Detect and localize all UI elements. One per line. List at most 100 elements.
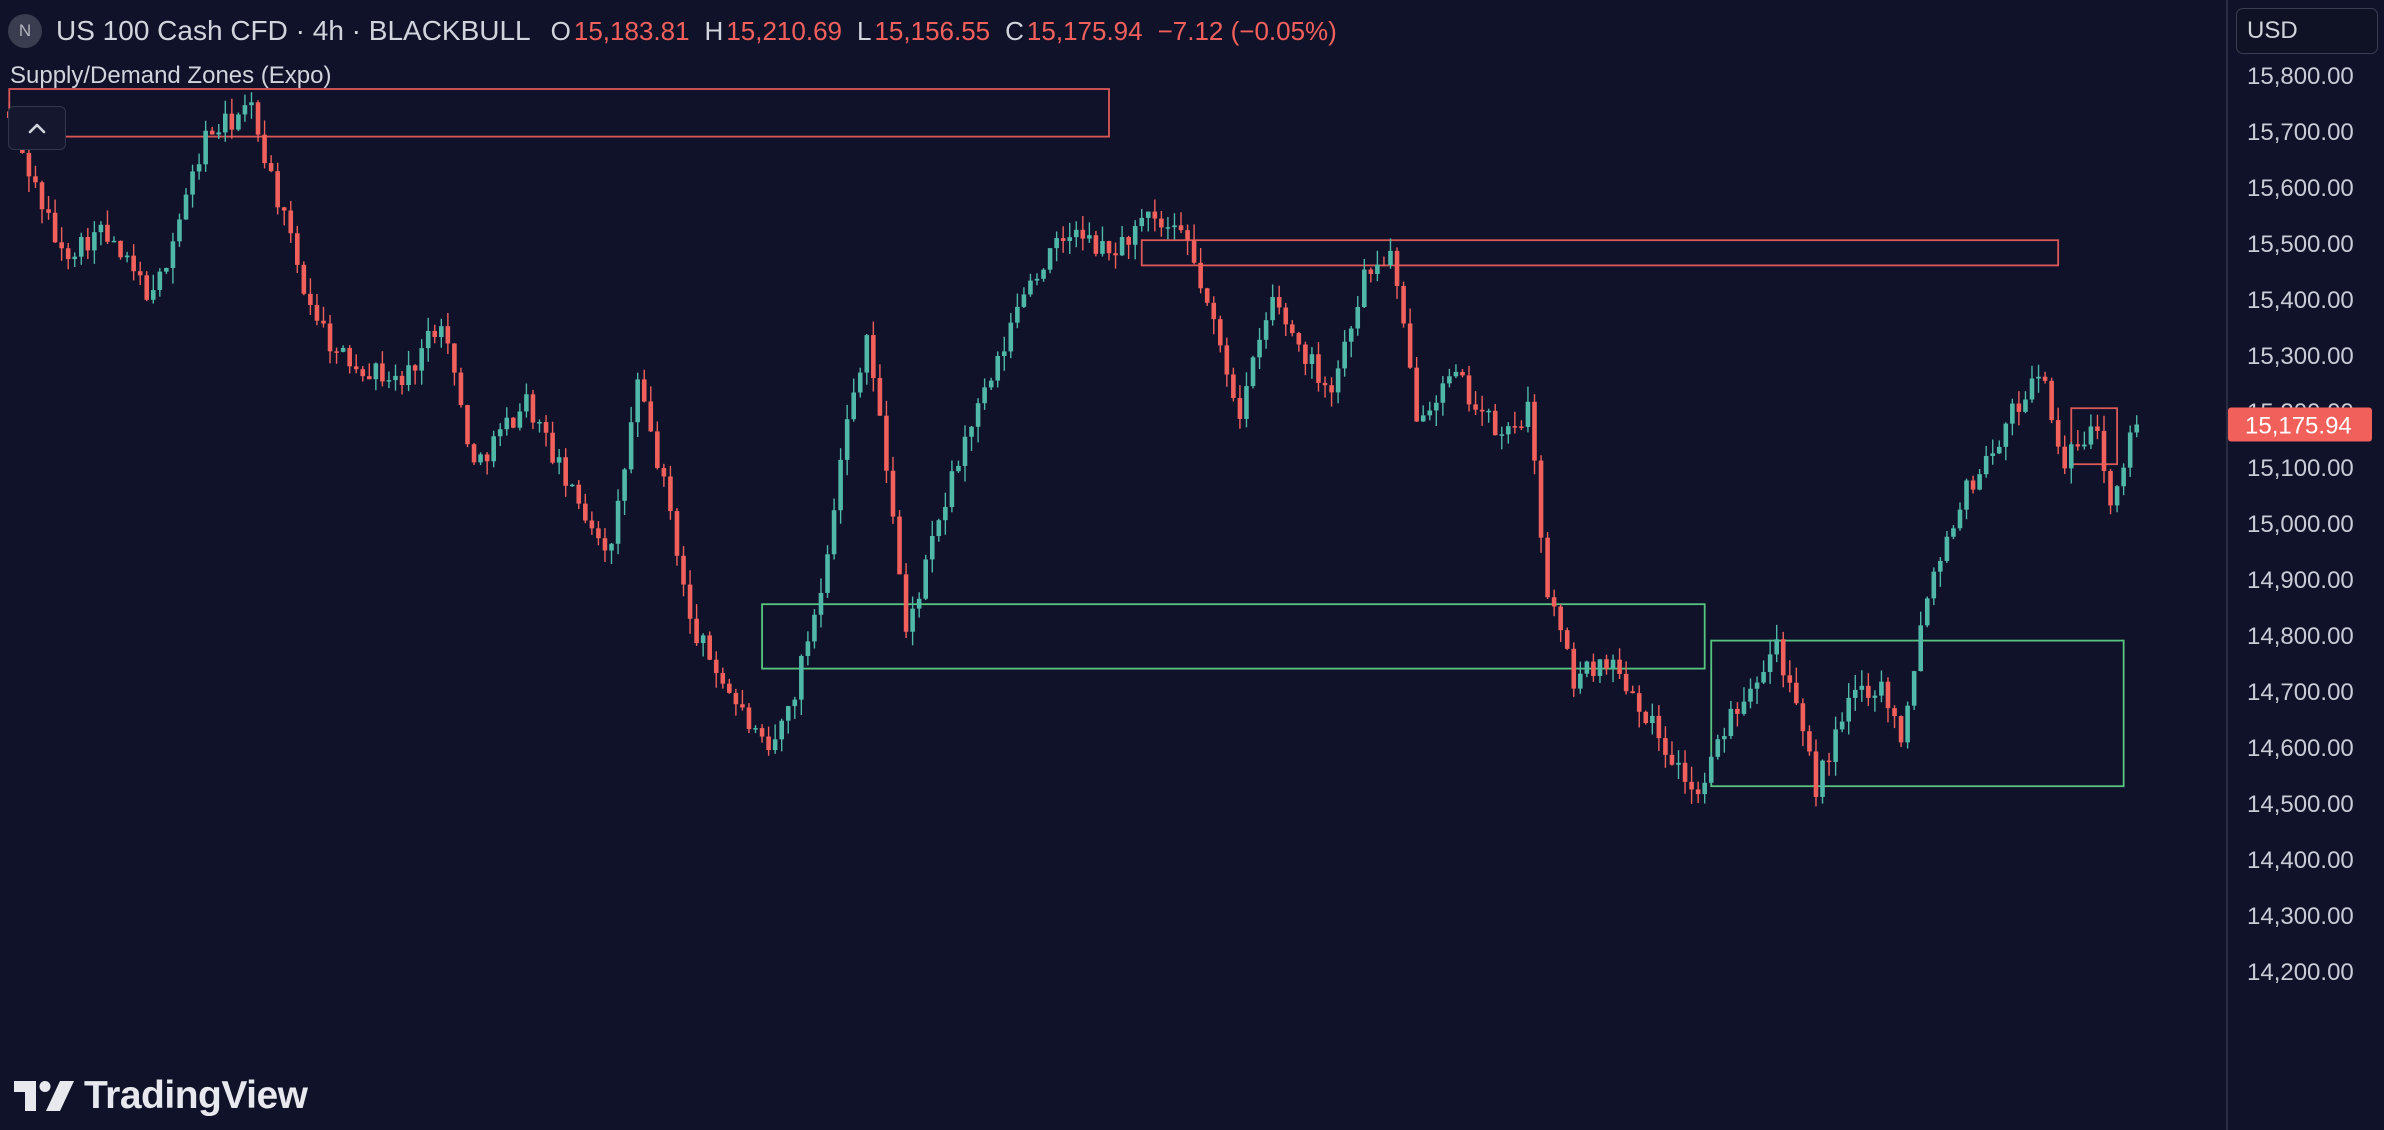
candle bbox=[268, 155, 274, 173]
price-tick-label: 15,100.00 bbox=[2247, 455, 2354, 482]
candle bbox=[1388, 238, 1393, 269]
candle bbox=[308, 278, 313, 315]
candle bbox=[1682, 750, 1688, 794]
candle bbox=[334, 347, 339, 364]
candle bbox=[1578, 661, 1583, 694]
candle bbox=[1434, 395, 1439, 427]
candle bbox=[399, 370, 405, 395]
candle bbox=[831, 498, 837, 560]
candle bbox=[65, 242, 71, 270]
candle bbox=[1911, 670, 1917, 711]
candle bbox=[295, 226, 300, 273]
candle bbox=[1892, 705, 1897, 729]
candle bbox=[596, 521, 601, 546]
candle bbox=[1807, 725, 1812, 756]
candle bbox=[779, 718, 784, 752]
candle bbox=[759, 724, 765, 743]
candle bbox=[1859, 670, 1865, 702]
candle bbox=[1263, 312, 1269, 349]
candle bbox=[419, 339, 424, 385]
currency-selector[interactable]: USD bbox=[2236, 8, 2378, 54]
symbol-header: N US 100 Cash CFD · 4h · BLACKBULL O 15,… bbox=[8, 10, 1337, 52]
candle bbox=[170, 232, 176, 284]
candle bbox=[1708, 752, 1714, 785]
candle bbox=[903, 563, 909, 639]
candle bbox=[635, 372, 640, 438]
candle bbox=[33, 165, 38, 188]
candle bbox=[753, 725, 758, 734]
candle bbox=[491, 430, 496, 468]
price-axis[interactable]: 15,800.00 15,700.00 15,600.00 15,500.00 15,4… bbox=[2228, 63, 2372, 986]
candle bbox=[131, 244, 136, 281]
candle bbox=[1957, 502, 1963, 531]
candle bbox=[236, 112, 241, 132]
candle bbox=[1636, 685, 1642, 728]
candle bbox=[1689, 766, 1694, 804]
candle bbox=[569, 483, 575, 487]
price-tick-label: 15,600.00 bbox=[2247, 175, 2354, 202]
candle bbox=[707, 631, 712, 661]
candle bbox=[1970, 475, 1976, 494]
candle bbox=[1362, 258, 1367, 309]
candle bbox=[1453, 364, 1459, 379]
candle bbox=[353, 354, 359, 374]
candle bbox=[916, 592, 922, 618]
candle bbox=[1381, 256, 1387, 267]
candle bbox=[838, 448, 843, 524]
collapse-indicators-button[interactable] bbox=[8, 106, 66, 150]
candle bbox=[1001, 336, 1007, 371]
candle bbox=[177, 213, 182, 247]
candle bbox=[1735, 702, 1740, 727]
symbol-title[interactable]: US 100 Cash CFD · 4h · BLACKBULL bbox=[56, 15, 531, 46]
candle bbox=[445, 312, 451, 355]
candle bbox=[183, 188, 189, 220]
supply-zone-0 bbox=[8, 88, 1110, 138]
candle bbox=[1028, 273, 1033, 297]
candle bbox=[1132, 220, 1138, 260]
candle bbox=[576, 479, 582, 510]
candle bbox=[1728, 700, 1734, 739]
candle bbox=[668, 465, 673, 520]
candle bbox=[85, 227, 91, 260]
candle bbox=[380, 351, 385, 387]
candle bbox=[111, 236, 117, 243]
symbol-logo-icon[interactable]: N bbox=[8, 14, 42, 48]
candle bbox=[1924, 596, 1930, 628]
candle bbox=[1217, 315, 1223, 353]
candle bbox=[1211, 296, 1217, 335]
candle bbox=[1748, 678, 1753, 709]
candle bbox=[995, 351, 1001, 388]
candle bbox=[92, 221, 97, 264]
candle bbox=[1447, 368, 1452, 388]
candle bbox=[975, 398, 981, 443]
candle bbox=[1185, 224, 1190, 256]
candle bbox=[262, 120, 267, 169]
candle bbox=[432, 324, 438, 344]
candle bbox=[1722, 727, 1727, 753]
candle bbox=[1322, 376, 1328, 398]
candle bbox=[1290, 320, 1295, 337]
tradingview-logo[interactable]: TradingView bbox=[14, 1072, 308, 1120]
price-tick-label: 14,200.00 bbox=[2247, 959, 2354, 986]
candle bbox=[439, 318, 444, 348]
candle bbox=[72, 252, 78, 268]
candle bbox=[1335, 360, 1341, 404]
candle bbox=[1008, 312, 1014, 359]
candle bbox=[393, 364, 398, 391]
candle bbox=[1479, 395, 1485, 426]
candle bbox=[1591, 653, 1596, 682]
candle bbox=[118, 240, 123, 260]
candle bbox=[727, 678, 732, 694]
candle bbox=[818, 578, 824, 628]
candle bbox=[1551, 589, 1557, 617]
indicator-label[interactable]: Supply/Demand Zones (Expo) bbox=[10, 62, 332, 89]
candle bbox=[1427, 401, 1433, 421]
candle bbox=[1741, 687, 1747, 716]
candle bbox=[1951, 525, 1956, 540]
candle bbox=[1702, 772, 1707, 804]
candle bbox=[386, 371, 392, 389]
candle bbox=[2108, 468, 2113, 515]
candle bbox=[1990, 439, 1996, 465]
candle bbox=[1564, 627, 1570, 650]
